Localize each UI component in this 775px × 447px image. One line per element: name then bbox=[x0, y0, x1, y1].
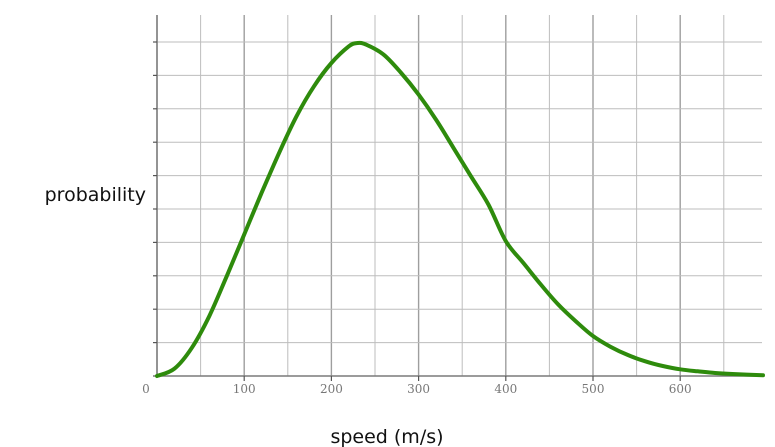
x-ticks: 0 100 200 300 400 500 600 bbox=[142, 376, 692, 396]
series-layer bbox=[155, 40, 765, 378]
x-tick-label: 200 bbox=[320, 382, 343, 396]
grid bbox=[157, 15, 762, 377]
x-tick-label: 600 bbox=[669, 382, 692, 396]
series-line bbox=[155, 40, 765, 378]
x-tick-label: 400 bbox=[494, 382, 517, 396]
x-axis-title: speed (m/s) bbox=[330, 426, 443, 447]
x-tick-label: 300 bbox=[407, 382, 430, 396]
x-tick-label: 500 bbox=[582, 382, 605, 396]
x-tick-label: 0 bbox=[142, 382, 150, 396]
x-tick-label: 100 bbox=[233, 382, 256, 396]
y-axis-title: probability bbox=[45, 184, 146, 206]
axes bbox=[153, 15, 762, 377]
